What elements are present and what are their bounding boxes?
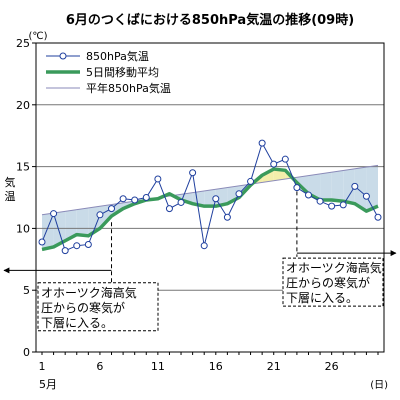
- data-point: [177, 198, 185, 206]
- data-point: [119, 195, 127, 203]
- data-point: [293, 184, 301, 192]
- data-point: [328, 202, 336, 210]
- annotation-right-text: オホーツク海高気: [286, 260, 382, 275]
- y-axis-label: 気温: [5, 175, 16, 203]
- fill-segment: [273, 169, 286, 181]
- data-point: [223, 213, 231, 221]
- legend-observed-marker: [59, 52, 67, 60]
- chart-title: 6月のつくばにおける850hPa気温の推移(09時): [66, 12, 354, 28]
- annotations: オホーツク海高気圧からの寒気が下層に入る。オホーツク海高気圧からの寒気が下層に入…: [3, 191, 397, 332]
- annotation-right-text: 下層に入る。: [286, 291, 358, 305]
- x-month-label: 5月: [39, 378, 57, 391]
- legend-ma-label: 5日間移動平均: [86, 65, 159, 79]
- y-tick-label: 20: [16, 99, 30, 112]
- y-tick-label: 5: [23, 284, 30, 297]
- data-point: [212, 195, 220, 203]
- data-point: [270, 160, 278, 168]
- data-point: [200, 242, 208, 250]
- data-point: [351, 182, 359, 190]
- fill-segment: [76, 207, 89, 236]
- data-point: [258, 139, 266, 147]
- fill-segment: [343, 168, 355, 204]
- x-tick-label: 1: [39, 360, 46, 373]
- data-point: [304, 191, 312, 199]
- x-tick-label: 11: [151, 360, 165, 373]
- data-point: [38, 238, 46, 246]
- annotation-left-text: 圧からの寒気が: [41, 300, 125, 315]
- data-point: [281, 155, 289, 163]
- legend-normal-label: 平年850hPa気温: [86, 81, 171, 95]
- data-point: [362, 192, 370, 200]
- data-point: [61, 247, 69, 255]
- annotation-left-box: [37, 282, 159, 332]
- data-point: [131, 196, 139, 204]
- data-point: [189, 169, 197, 177]
- data-point: [84, 240, 92, 248]
- series-normal-line: [41, 164, 379, 216]
- fill-segment: [354, 167, 367, 212]
- x-tick-label: 21: [267, 360, 281, 373]
- fill-segment: [227, 185, 239, 204]
- legend-observed-label: 850hPa気温: [86, 49, 149, 63]
- data-point: [339, 201, 347, 209]
- fill-segment: [204, 189, 216, 207]
- annotation-left-text: オホーツク海高気: [41, 285, 137, 300]
- annotation-right-text: 圧からの寒気が: [286, 275, 370, 290]
- annotation-right-box: [282, 257, 384, 307]
- data-point: [108, 205, 116, 213]
- data-point: [235, 190, 243, 198]
- y-unit-label: (℃): [28, 31, 47, 42]
- fill-segment: [192, 190, 205, 207]
- y-tick-label: 10: [16, 222, 30, 235]
- data-point: [50, 210, 58, 218]
- data-point: [73, 242, 81, 250]
- data-point: [374, 213, 382, 221]
- y-tick-label: 15: [16, 161, 30, 174]
- annotation-left-text: 下層に入る。: [41, 316, 113, 330]
- x-tick-label: 6: [96, 360, 103, 373]
- data-point: [247, 177, 255, 185]
- data-point: [154, 175, 162, 183]
- x-tick-label: 16: [209, 360, 223, 373]
- data-point: [142, 194, 150, 201]
- fill-segment: [366, 165, 378, 212]
- fill-segment: [53, 211, 66, 247]
- x-unit-label: (日): [370, 380, 388, 391]
- y-tick-label: 25: [16, 37, 30, 50]
- series-layer: [38, 139, 382, 255]
- fill-segment: [320, 172, 332, 200]
- data-point: [165, 205, 173, 213]
- fill-segment: [215, 187, 228, 207]
- x-tick-label: 26: [325, 360, 339, 373]
- data-point: [316, 197, 324, 205]
- plot-frame: [35, 42, 385, 353]
- y-tick-label: 0: [23, 346, 30, 359]
- data-point: [96, 211, 104, 219]
- fill-segment: [65, 209, 77, 241]
- axes: [35, 42, 385, 353]
- fill-segment: [331, 170, 344, 202]
